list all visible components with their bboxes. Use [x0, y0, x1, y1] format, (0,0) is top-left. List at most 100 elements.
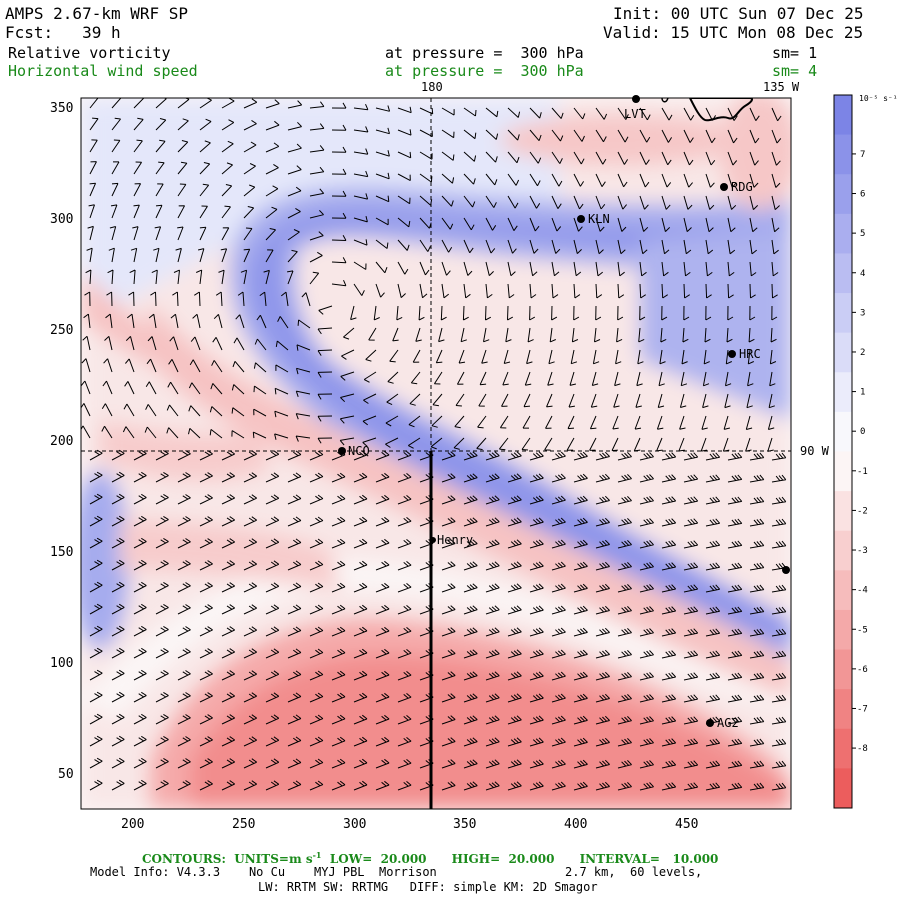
wind-barb — [441, 561, 456, 571]
wind-barb — [155, 691, 169, 703]
wind-barb — [573, 473, 588, 483]
wind-barb — [84, 291, 91, 307]
wind-barb — [107, 269, 114, 285]
wind-barb — [89, 139, 98, 153]
wind-barb — [155, 515, 169, 527]
station-lvt[interactable]: LVT — [624, 95, 646, 121]
wind-barb — [683, 129, 694, 143]
station-henry[interactable]: Henry — [430, 533, 473, 547]
colorbar-label: -3 — [857, 546, 868, 556]
wind-barb — [287, 516, 302, 527]
wind-barb — [529, 195, 541, 209]
wind-barb — [683, 452, 699, 461]
wind-barb — [331, 582, 346, 593]
wind-barb — [309, 450, 324, 461]
wind-barb — [463, 173, 476, 185]
wind-barb — [529, 737, 544, 747]
wind-barb — [551, 495, 566, 505]
wind-barb — [89, 161, 97, 175]
wind-barb — [529, 129, 542, 142]
wind-barb — [617, 782, 632, 791]
station-rdg[interactable]: RDG — [720, 180, 753, 194]
coastline — [688, 98, 753, 122]
wind-barb — [438, 327, 445, 343]
colorbar-swatch — [834, 411, 852, 452]
wind-barb — [295, 413, 311, 420]
wind-barb — [317, 327, 333, 335]
wind-barb — [727, 518, 743, 527]
wind-barb — [727, 305, 734, 321]
wind-barb — [235, 314, 245, 329]
wind-barb — [410, 371, 421, 385]
wind-barb — [749, 760, 765, 769]
wind-barb — [287, 582, 302, 593]
wind-barb — [441, 195, 454, 207]
station-edge[interactable] — [782, 566, 790, 574]
wind-barb — [661, 760, 677, 769]
wind-barb — [331, 257, 347, 264]
wind-barb — [479, 371, 487, 386]
wind-barb — [529, 781, 544, 791]
wind-barb — [110, 204, 118, 219]
wind-barb — [441, 759, 456, 769]
wind-barb — [771, 650, 787, 659]
colorbar-swatch — [834, 174, 852, 215]
wind-barb — [441, 605, 456, 615]
wind-barb — [551, 473, 566, 483]
station-hrc[interactable]: HRC — [728, 347, 761, 361]
svg-text:KLN: KLN — [588, 212, 610, 226]
wind-barb — [133, 757, 147, 769]
colorbar: 10⁻⁵ s⁻¹ 7 6 5 4 3 2 1 0 -1 -2 -3 -4 -5 -6 -7 -8 — [833, 94, 898, 809]
wind-barb — [133, 603, 147, 615]
station-kln[interactable]: KLN — [577, 212, 610, 226]
wind-barb — [199, 472, 213, 483]
svg-text:AG2: AG2 — [717, 716, 739, 730]
wind-barb — [529, 495, 544, 505]
wind-barb — [353, 692, 368, 703]
wind-barb — [309, 123, 325, 131]
wind-barb — [194, 291, 201, 307]
wind-barb — [595, 693, 610, 703]
wind-barb — [595, 737, 610, 747]
wind-barb — [386, 393, 399, 406]
station-ncq[interactable]: NCQ — [338, 444, 370, 458]
wind-barb — [617, 540, 632, 549]
wind-barb — [125, 358, 135, 373]
station-ag2[interactable]: AG2 — [706, 716, 739, 730]
wind-barb — [177, 226, 184, 241]
wind-barb — [155, 537, 169, 549]
wind-barb — [287, 143, 302, 153]
wind-barb — [331, 494, 346, 505]
wind-barb — [168, 359, 179, 373]
wind-barb — [441, 693, 456, 703]
wind-barb — [485, 781, 500, 791]
wind-barb — [397, 737, 412, 747]
wind-barb — [499, 415, 509, 429]
wind-barb — [296, 344, 311, 351]
wind-barb — [771, 562, 787, 571]
wind-barb — [155, 581, 169, 593]
wind-barb — [595, 517, 610, 527]
wind-barb — [727, 716, 743, 725]
wind-barb — [595, 107, 608, 120]
wind-barb — [221, 227, 230, 241]
wind-barb — [595, 539, 610, 549]
wind-barb — [177, 560, 191, 571]
wind-barb — [612, 415, 619, 430]
wind-barb — [485, 517, 500, 527]
wind-barb — [375, 560, 390, 571]
wind-barb — [573, 693, 588, 703]
wind-barb — [749, 283, 756, 299]
colorbar-swatch — [834, 332, 852, 373]
wind-barb — [301, 292, 311, 307]
svg-text:HRC: HRC — [739, 347, 761, 361]
wind-barb — [683, 606, 699, 615]
wind-barb — [769, 371, 776, 387]
wind-barb — [375, 516, 390, 527]
wind-barb — [155, 161, 165, 175]
wind-barb — [441, 737, 456, 747]
wind-barb — [145, 381, 157, 395]
wind-barb — [617, 217, 627, 232]
wind-barb — [573, 517, 588, 527]
wind-barb — [102, 380, 113, 395]
